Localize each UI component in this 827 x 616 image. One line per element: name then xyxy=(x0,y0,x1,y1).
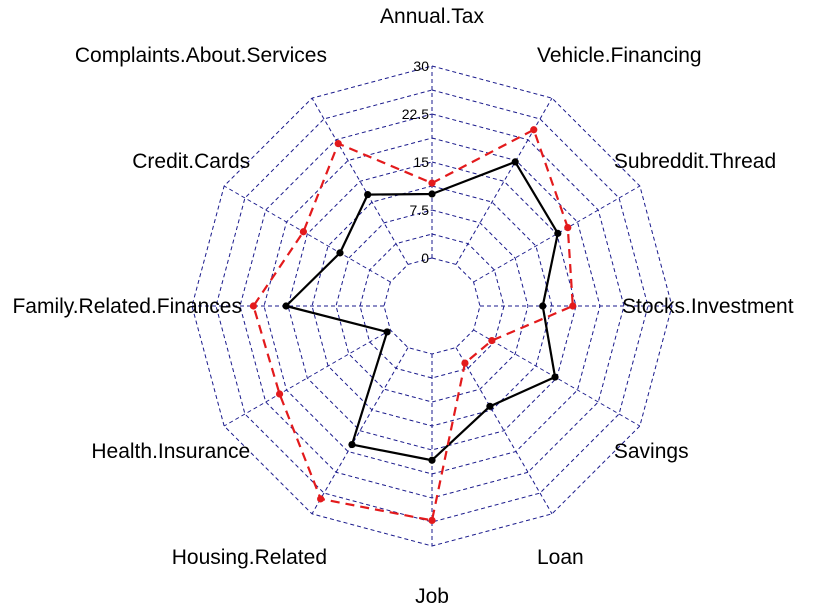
series-1-point-1 xyxy=(530,126,538,134)
tick-labels: 0 7.5 15 22.5 30 xyxy=(402,58,429,266)
grid-ring-5 xyxy=(263,137,601,475)
spoke-5 xyxy=(455,347,553,515)
series-0-point-4 xyxy=(551,373,559,381)
tick-label: 22.5 xyxy=(402,106,429,122)
spoke-8 xyxy=(223,329,391,427)
series-0-point-8 xyxy=(383,328,391,336)
series-0-point-5 xyxy=(486,402,494,410)
spoke-7 xyxy=(311,347,409,515)
series-0-point-1 xyxy=(511,158,519,166)
series-1-point-2 xyxy=(564,224,572,232)
series-1-point-7 xyxy=(317,495,325,503)
spoke-2 xyxy=(473,185,641,283)
series-1-point-6 xyxy=(428,516,436,525)
axis-label-11: Complaints.About.Services xyxy=(75,44,327,67)
grid-ring-0 xyxy=(383,257,481,355)
tick-label: 7.5 xyxy=(410,202,430,218)
axis-label-0: Annual.Tax xyxy=(380,5,484,28)
axis-labels: Annual.Tax Vehicle.Financing Subreddit.Thr… xyxy=(12,5,793,608)
series-0-point-10 xyxy=(336,249,344,257)
series-1-point-10 xyxy=(299,228,308,236)
series-0-point-0 xyxy=(428,190,436,198)
tick-label: 0 xyxy=(421,250,429,266)
series-0-point-7 xyxy=(348,440,356,449)
series-1-point-4 xyxy=(488,336,496,345)
axis-label-4: Savings xyxy=(614,440,689,463)
axis-label-9: Family.Related.Finances xyxy=(12,295,242,318)
series-1-point-3 xyxy=(569,302,577,310)
series-1-point-5 xyxy=(461,359,469,367)
axis-label-1: Vehicle.Financing xyxy=(537,44,702,67)
series-1-point-0 xyxy=(428,179,436,187)
grid-layer xyxy=(191,65,673,547)
series-0-point-11 xyxy=(364,190,372,199)
spoke-4 xyxy=(473,329,641,427)
series-1-point-9 xyxy=(249,302,258,310)
axis-label-6: Job xyxy=(415,585,449,608)
spoke-10 xyxy=(223,185,391,283)
tick-label: 30 xyxy=(413,58,429,74)
series-0-point-3 xyxy=(539,302,547,310)
axis-label-10: Credit.Cards xyxy=(132,150,250,173)
axis-label-2: Subreddit.Thread xyxy=(614,150,776,173)
series-0-point-9 xyxy=(282,302,290,310)
axis-label-8: Health.Insurance xyxy=(91,440,250,463)
grid-ring-2 xyxy=(335,209,529,403)
tick-label: 15 xyxy=(413,154,429,170)
series-1-point-11 xyxy=(334,140,342,148)
series-0-point-6 xyxy=(428,456,436,464)
series-line-1 xyxy=(252,128,574,522)
series-layer xyxy=(249,126,577,525)
axis-label-3: Stocks.Investment xyxy=(622,295,794,318)
spoke-1 xyxy=(455,97,553,265)
series-0-point-2 xyxy=(554,229,562,237)
axis-label-5: Loan xyxy=(537,546,584,569)
series-1-point-8 xyxy=(275,390,284,398)
axis-label-7: Housing.Related xyxy=(172,546,327,569)
spoke-11 xyxy=(311,97,409,265)
